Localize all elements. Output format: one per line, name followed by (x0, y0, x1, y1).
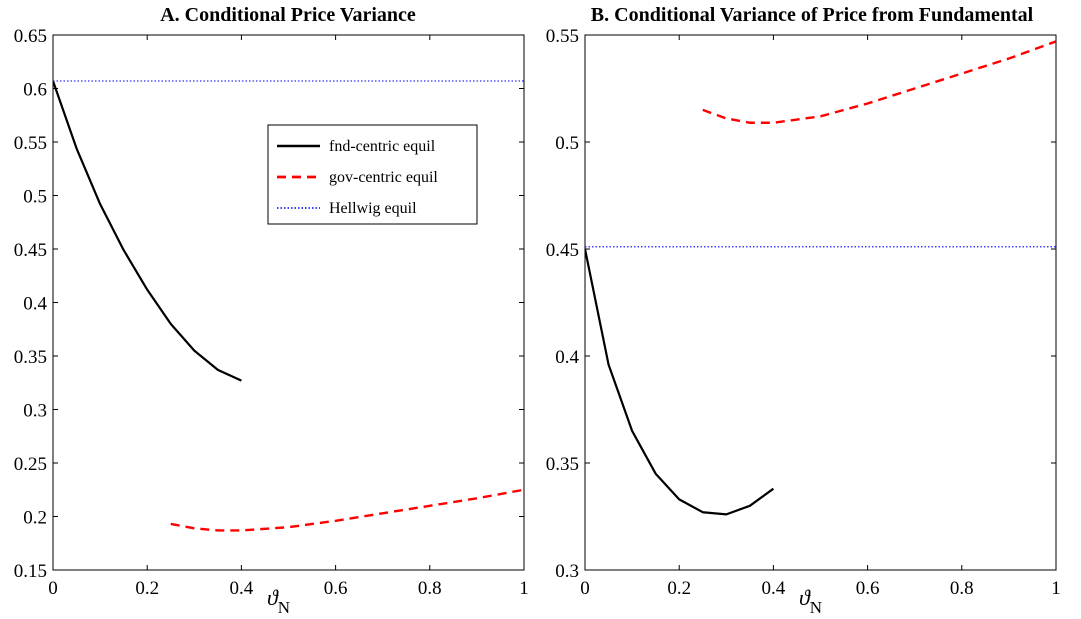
y-tick-label: 0.3 (555, 561, 579, 582)
x-axis-subscript: N (810, 598, 822, 617)
y-tick-label: 0.4 (23, 294, 47, 315)
series-line-fnd-centric (585, 248, 775, 516)
x-tick-label: 0.6 (856, 578, 880, 599)
x-tick-label: 0.2 (667, 578, 691, 599)
x-axis-label: ϑN (267, 585, 290, 617)
legend: fnd-centric equil gov-centric equil Hellwi… (267, 124, 478, 225)
legend-label: Hellwig equil (329, 200, 417, 217)
y-tick-label: 0.5 (555, 133, 579, 154)
x-tick-label: 1 (519, 578, 529, 599)
x-tick-label: 0.8 (418, 578, 442, 599)
series-line-gov-centric (702, 40, 1056, 124)
x-axis-subscript: N (278, 598, 290, 617)
x-axis-symbol: ϑ (799, 585, 811, 610)
series-line-fnd-centric (53, 80, 242, 382)
y-tick-label: 0.55 (14, 133, 47, 154)
y-tick-label: 0.5 (23, 187, 47, 208)
x-tick-label: 0.4 (230, 578, 254, 599)
legend-label: fnd-centric equil (329, 138, 436, 155)
y-tick-label: 0.45 (14, 240, 47, 261)
y-tick-label: 0.45 (546, 240, 579, 261)
x-tick-label: 0.8 (950, 578, 974, 599)
x-axis-label: ϑN (799, 585, 822, 617)
x-tick-label: 0 (580, 578, 590, 599)
y-tick-label: 0.55 (546, 26, 579, 47)
x-tick-label: 1 (1051, 578, 1061, 599)
chart-title: B. Conditional Variance of Price from Fu… (591, 4, 1034, 26)
series-line-gov-centric (170, 488, 524, 532)
x-tick-label: 0.4 (762, 578, 786, 599)
y-tick-label: 0.35 (546, 454, 579, 475)
plot-frame (52, 34, 525, 571)
y-tick-label: 0.3 (23, 401, 47, 422)
plot-frame (584, 34, 1057, 571)
y-tick-label: 0.65 (14, 26, 47, 47)
x-tick-label: 0.6 (324, 578, 348, 599)
y-tick-label: 0.4 (555, 347, 579, 368)
chart-title: A. Conditional Price Variance (160, 4, 416, 26)
x-axis-symbol: ϑ (267, 585, 279, 610)
panel-b: B. Conditional Variance of Price from Fu… (546, 4, 1061, 617)
x-tick-label: 0 (48, 578, 58, 599)
x-tick-label: 0.2 (135, 578, 159, 599)
y-tick-label: 0.6 (23, 80, 47, 101)
y-tick-label: 0.2 (23, 508, 47, 529)
y-tick-label: 0.35 (14, 347, 47, 368)
legend-label: gov-centric equil (329, 169, 438, 186)
y-tick-label: 0.25 (14, 454, 47, 475)
panel-a: A. Conditional Price Variance 0 0.2 0.4 0.6 0… (14, 4, 529, 617)
y-tick-label: 0.15 (14, 561, 47, 582)
